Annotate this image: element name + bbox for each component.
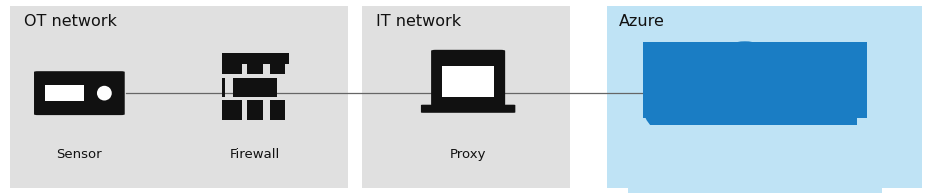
Text: Azure: Azure [619, 14, 665, 29]
Bar [270, 55, 286, 74]
Text: Proxy: Proxy [450, 148, 487, 161]
Bar [222, 55, 242, 74]
Bar [222, 53, 288, 64]
Ellipse shape [783, 68, 859, 137]
Bar [45, 85, 84, 101]
FancyBboxPatch shape [431, 50, 505, 106]
Ellipse shape [643, 79, 705, 135]
Bar [250, 78, 277, 97]
Text: Sensor: Sensor [57, 148, 102, 161]
Bar [222, 78, 225, 97]
Bar [225, 55, 241, 74]
Bar [628, 125, 883, 193]
Bar [10, 6, 348, 188]
Bar [362, 6, 570, 188]
Bar [234, 78, 260, 97]
Bar [643, 42, 867, 118]
Ellipse shape [97, 86, 112, 100]
Bar [270, 100, 286, 120]
Ellipse shape [671, 66, 747, 139]
Text: Firewall: Firewall [230, 148, 280, 161]
FancyBboxPatch shape [34, 71, 125, 115]
Bar [248, 100, 263, 120]
FancyBboxPatch shape [421, 105, 515, 113]
Bar [248, 55, 263, 74]
Bar [225, 100, 241, 120]
Ellipse shape [715, 44, 826, 135]
Bar [654, 77, 857, 138]
Text: OT network: OT network [24, 14, 117, 29]
Bar [222, 100, 242, 120]
Text: IT network: IT network [375, 14, 461, 29]
Bar [607, 6, 921, 188]
Ellipse shape [705, 41, 785, 112]
Bar [442, 66, 494, 97]
